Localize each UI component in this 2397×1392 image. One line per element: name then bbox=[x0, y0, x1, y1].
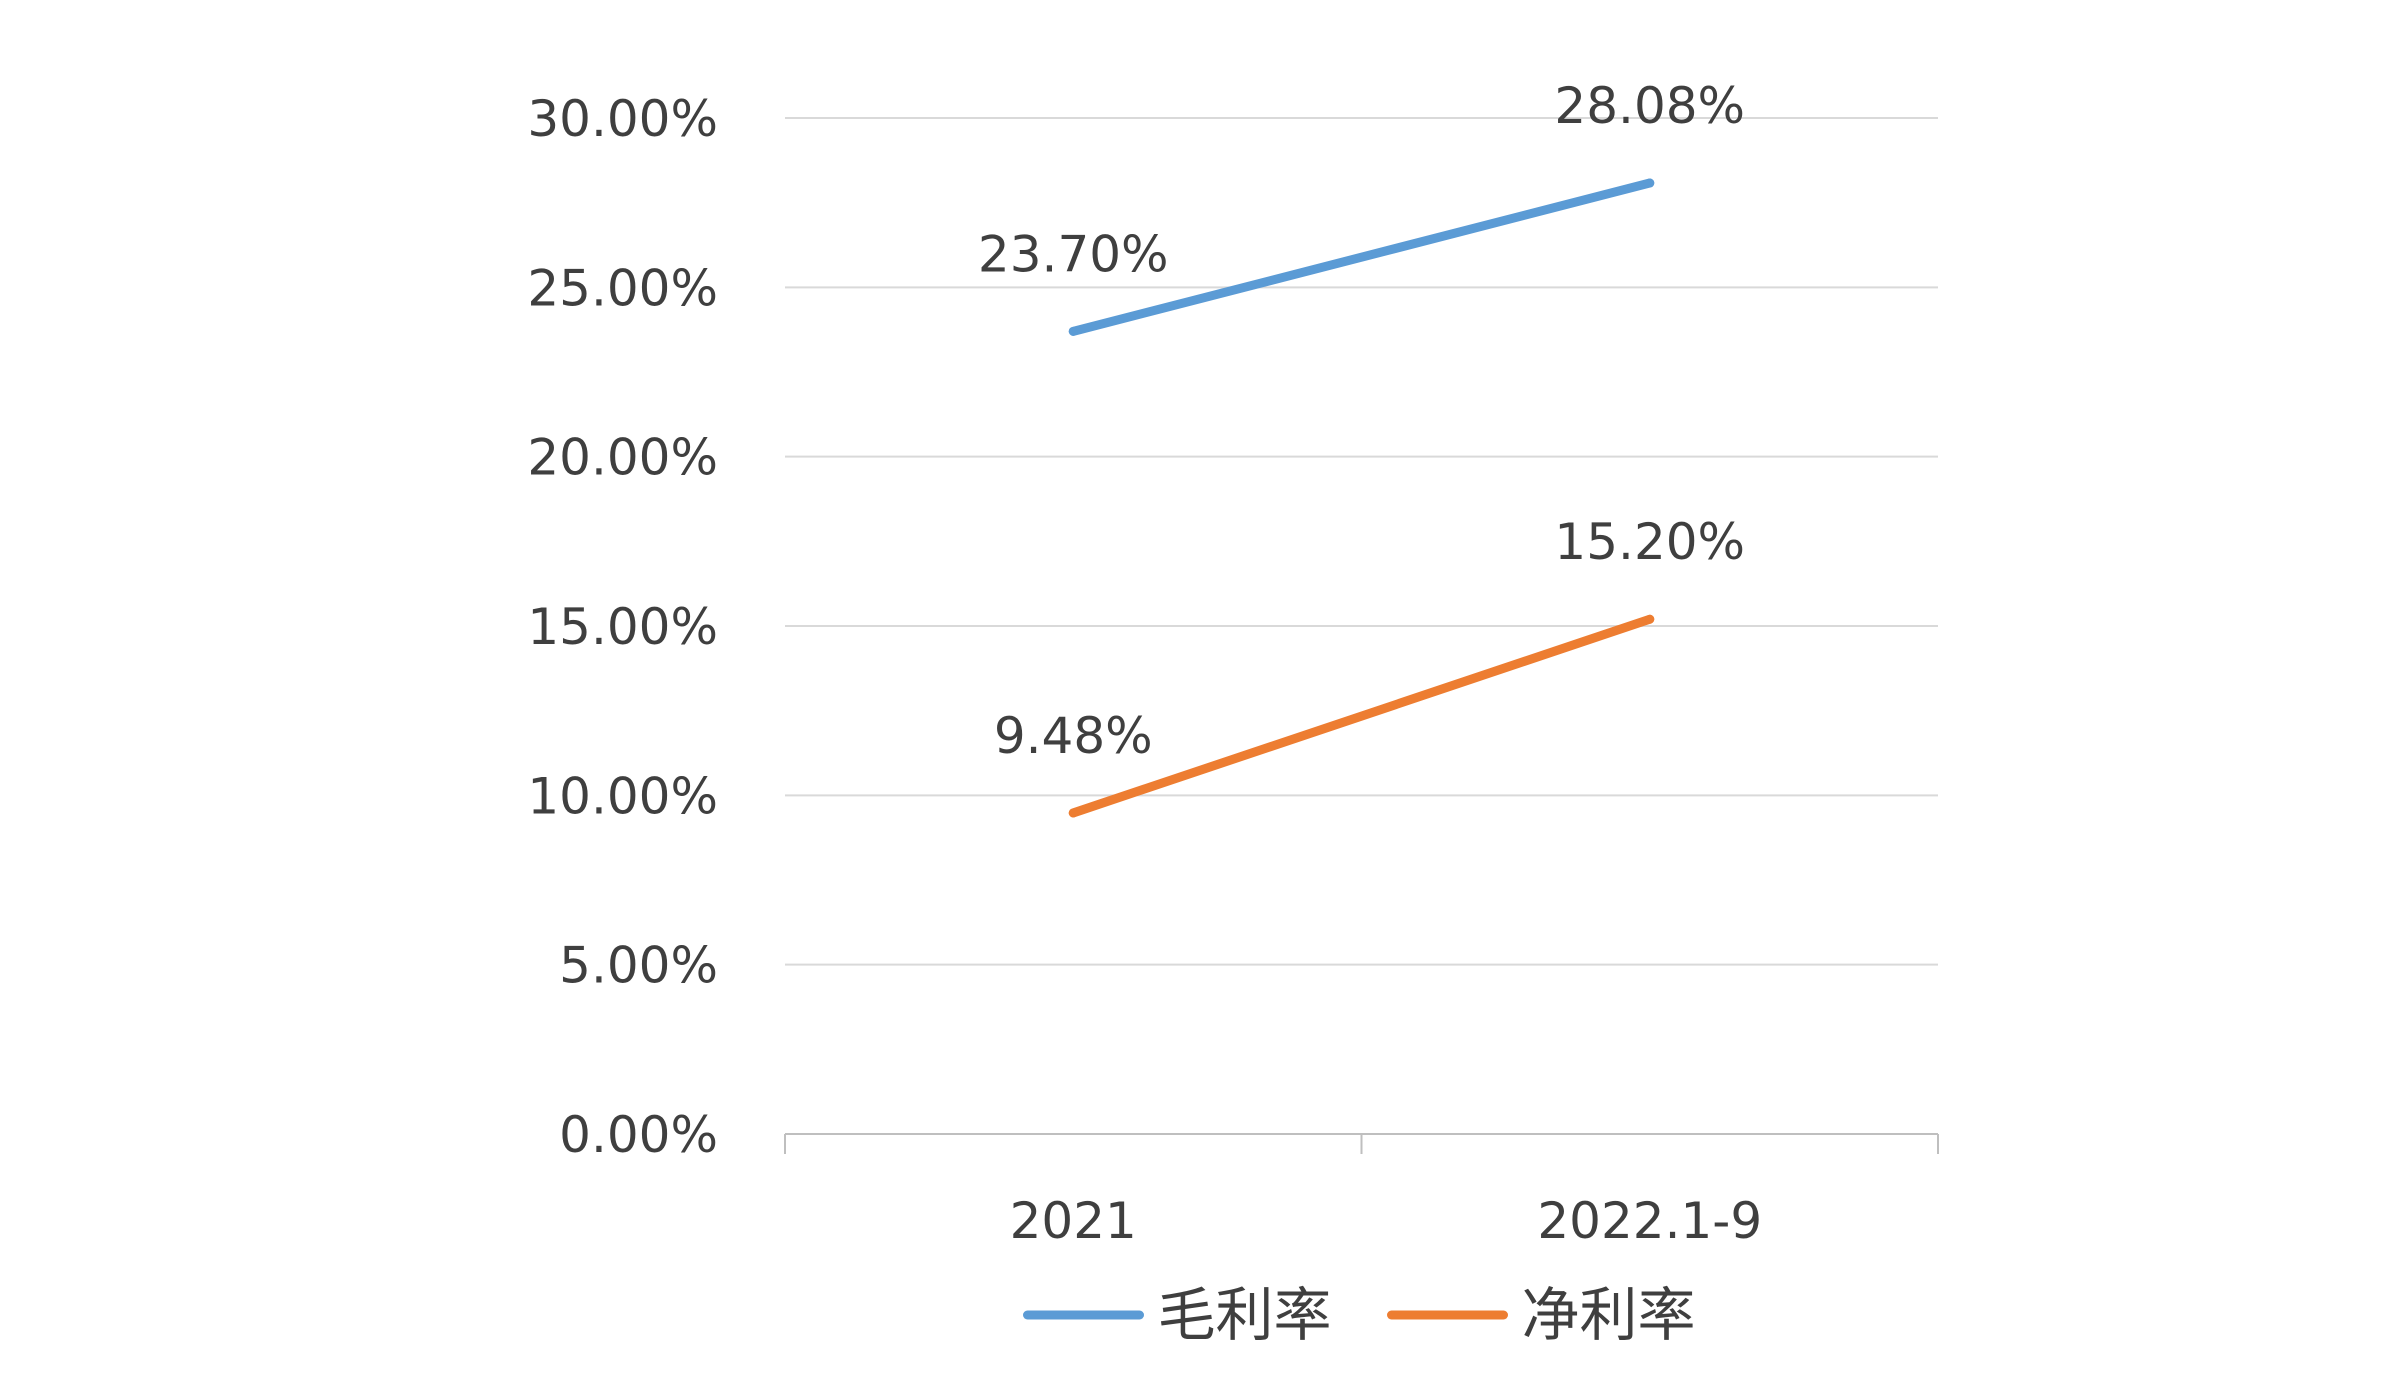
legend: 毛利率 净利率 bbox=[1023, 1281, 1696, 1349]
y-tick-label: 0.00% bbox=[559, 1106, 718, 1164]
y-tick-label: 5.00% bbox=[559, 937, 718, 995]
series-line bbox=[1068, 178, 1655, 336]
legend-label: 净利率 bbox=[1522, 1281, 1696, 1349]
y-tick-label: 15.00% bbox=[527, 598, 718, 656]
data-label: 28.08% bbox=[1554, 77, 1745, 135]
data-label: 15.20% bbox=[1554, 513, 1745, 571]
x-tick-label: 2022.1-9 bbox=[1537, 1192, 1762, 1250]
data-point bbox=[1068, 326, 1078, 336]
data-point bbox=[1068, 808, 1078, 818]
data-labels: 23.70% 28.08% 9.48% 15.20% bbox=[978, 77, 1745, 765]
legend-item: 毛利率 bbox=[1023, 1281, 1332, 1349]
y-tick-label: 30.00% bbox=[527, 90, 718, 148]
data-label: 9.48% bbox=[994, 707, 1153, 765]
data-label: 23.70% bbox=[978, 225, 1169, 283]
y-tick-label: 20.00% bbox=[527, 429, 718, 487]
legend-item: 净利率 bbox=[1387, 1281, 1696, 1349]
y-tick-label: 25.00% bbox=[527, 259, 718, 317]
data-point bbox=[1645, 614, 1655, 624]
data-point bbox=[1645, 178, 1655, 188]
legend-label: 毛利率 bbox=[1158, 1281, 1332, 1349]
gridlines bbox=[785, 117, 1938, 966]
series-lines bbox=[1068, 178, 1655, 818]
axes: 0.00% 5.00% 10.00% 15.00% 20.00% 25.00% 30.00%… bbox=[527, 90, 1939, 1250]
series-line bbox=[1068, 614, 1655, 818]
y-tick-label: 10.00% bbox=[527, 767, 718, 825]
x-tick-label: 2021 bbox=[1010, 1192, 1137, 1250]
